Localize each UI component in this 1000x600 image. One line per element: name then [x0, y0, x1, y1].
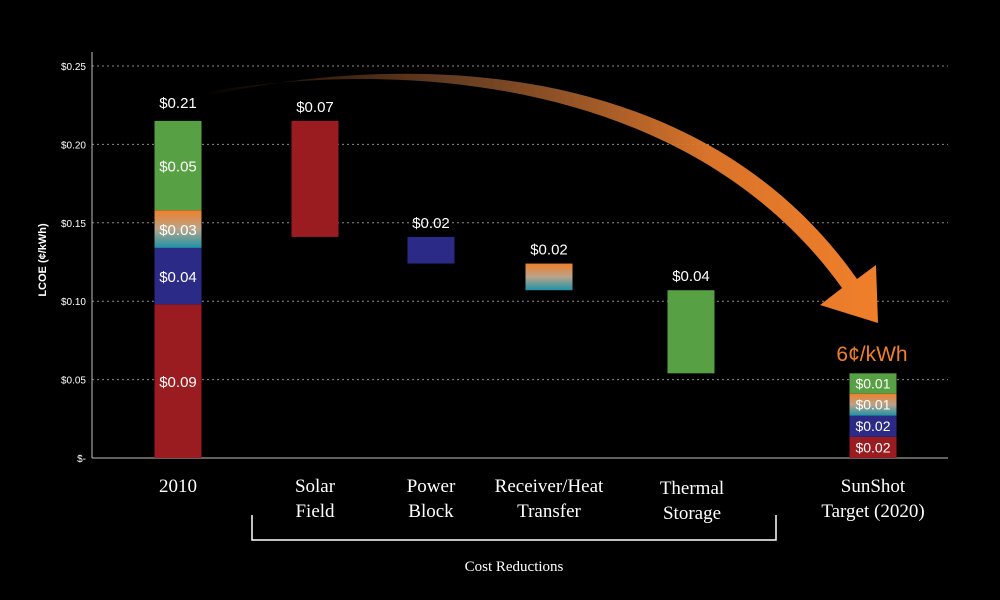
y-axis-label: LCOE (¢/kWh) — [37, 223, 49, 297]
axes — [91, 52, 948, 459]
bar-2010-segment — [154, 247, 202, 305]
category-label: Solar — [295, 476, 336, 497]
data-label: $0.02 — [855, 418, 890, 434]
category-label: Storage — [663, 503, 721, 524]
bar-target-segment — [849, 373, 897, 394]
total-2010-label: $0.21 — [159, 95, 197, 112]
category-label: Receiver/Heat — [495, 476, 604, 497]
bar-target-segment — [849, 436, 897, 458]
category-label: Power — [407, 476, 456, 497]
bar-2010-segment — [154, 210, 202, 248]
data-label: $0.01 — [855, 397, 890, 413]
target-callout: 6¢/kWh — [836, 343, 907, 366]
category-label: Field — [295, 501, 335, 522]
labels: $- $0.05 $0.10 $0.15 $0.20 $0.25 $0.09 $0.04 $0.… — [61, 62, 925, 524]
data-label: $0.04 — [672, 268, 710, 285]
category-label: SunShot — [841, 476, 906, 497]
cost-reductions-bracket — [251, 515, 777, 541]
y-tick-label: $- — [77, 454, 86, 465]
data-label: $0.09 — [159, 374, 197, 391]
reduction-bar — [291, 120, 339, 237]
data-label: $0.03 — [159, 222, 197, 239]
category-label: Target (2020) — [821, 501, 924, 522]
bars — [154, 120, 897, 458]
reduction-bar — [667, 290, 715, 374]
category-label: Transfer — [517, 501, 581, 522]
data-label: $0.05 — [159, 159, 197, 176]
y-tick-label: $0.15 — [61, 219, 86, 230]
y-tick-label: $0.20 — [61, 140, 86, 151]
y-tick-label: $0.10 — [61, 297, 86, 308]
bar-target-segment — [849, 415, 897, 437]
bar-target-segment — [849, 393, 897, 416]
data-label: $0.04 — [159, 269, 197, 286]
y-tick-label: $0.05 — [61, 376, 86, 387]
grid-lines — [92, 65, 948, 381]
bar-2010-segment — [154, 304, 202, 458]
bar-2010-segment — [154, 120, 202, 211]
data-label: $0.02 — [855, 439, 890, 455]
reduction-bar — [407, 236, 455, 264]
y-tick-label: $0.25 — [61, 62, 86, 73]
category-label: Thermal — [660, 478, 724, 499]
data-label: $0.07 — [296, 99, 334, 116]
reduction-bar — [525, 263, 573, 291]
data-label: $0.02 — [530, 242, 568, 259]
data-label: $0.02 — [412, 215, 450, 232]
category-label: Block — [408, 501, 454, 522]
category-label: 2010 — [159, 476, 197, 497]
cost-reductions-label: Cost Reductions — [465, 559, 564, 575]
data-label: $0.01 — [855, 376, 890, 392]
